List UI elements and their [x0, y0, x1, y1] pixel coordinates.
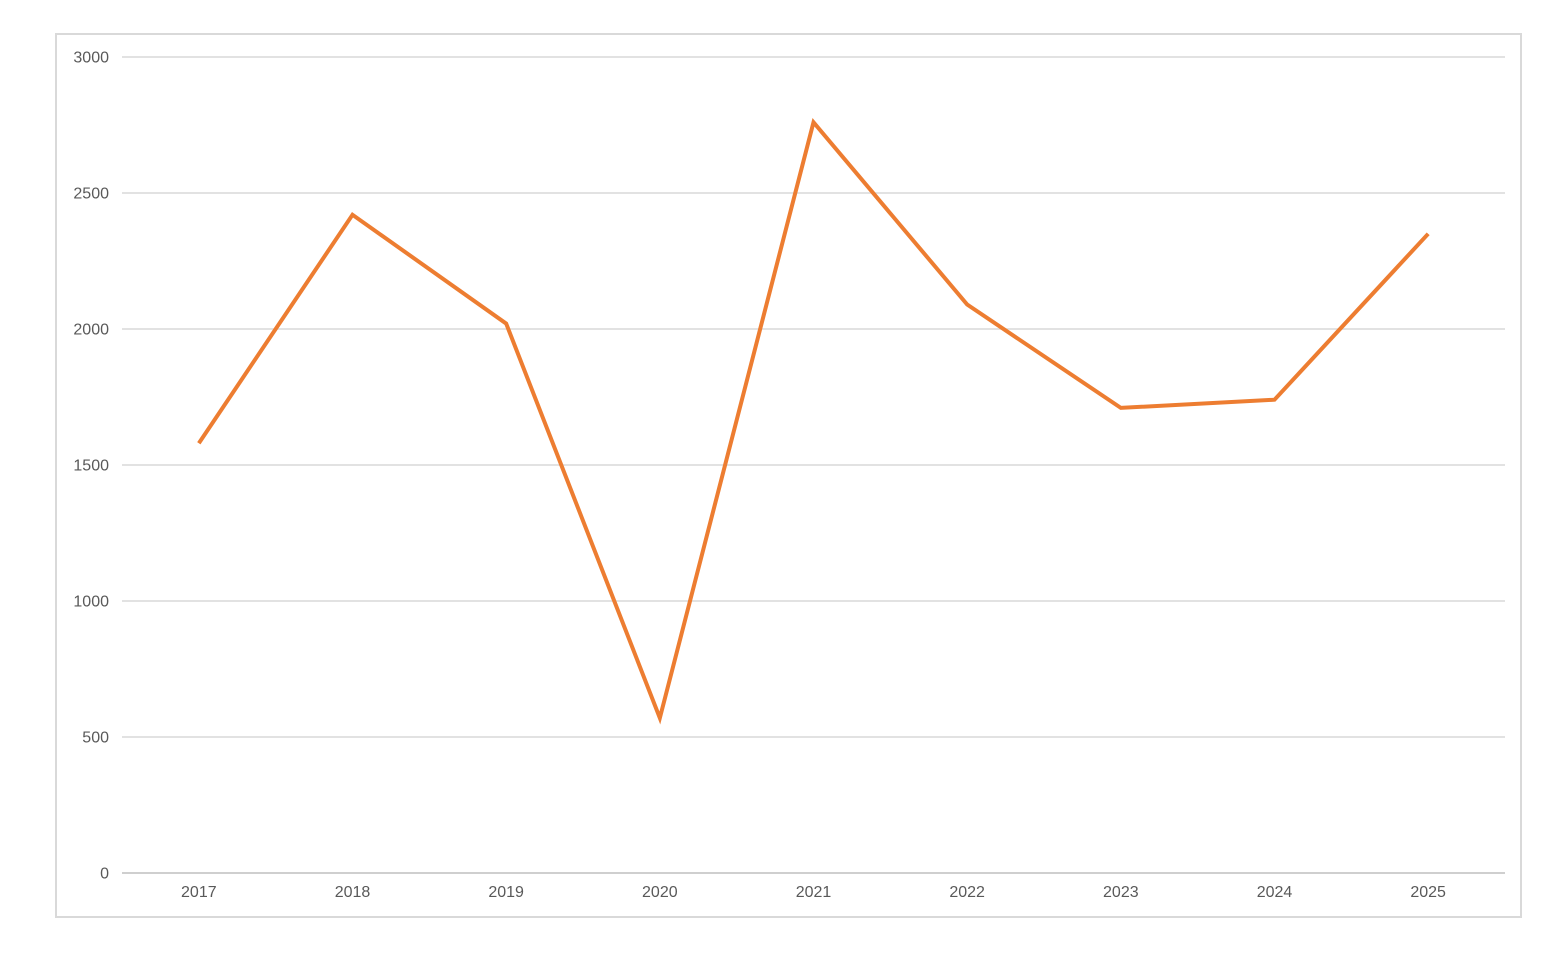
chart-frame: 0 500 1000 1500 2000 2500 3000 2017 2018 2019 2020…	[55, 33, 1522, 918]
y-axis-tick-label: 2500	[73, 186, 109, 203]
x-axis-category-label: 2017	[181, 884, 217, 901]
y-axis-tick-label: 1500	[73, 458, 109, 475]
line-chart: 0 500 1000 1500 2000 2500 3000 2017 2018 2019 2020…	[73, 50, 1505, 901]
data-series-line	[197, 118, 1430, 725]
y-axis-tick-label: 2000	[73, 322, 109, 339]
x-axis-category-label: 2019	[488, 884, 524, 901]
y-axis-tick-label: 0	[100, 866, 109, 883]
x-axis-category-label: 2020	[642, 884, 678, 901]
x-axis-category-label: 2024	[1257, 884, 1293, 901]
y-axis-tick-label: 1000	[73, 594, 109, 611]
x-axis-category-label: 2023	[1103, 884, 1139, 901]
x-axis-category-label: 2022	[949, 884, 985, 901]
y-axis-tick-label: 500	[82, 730, 109, 747]
x-axis-category-label: 2025	[1410, 884, 1446, 901]
x-axis-category-label: 2021	[796, 884, 832, 901]
x-axis-category-label: 2018	[335, 884, 371, 901]
y-axis-tick-label: 3000	[73, 50, 109, 67]
